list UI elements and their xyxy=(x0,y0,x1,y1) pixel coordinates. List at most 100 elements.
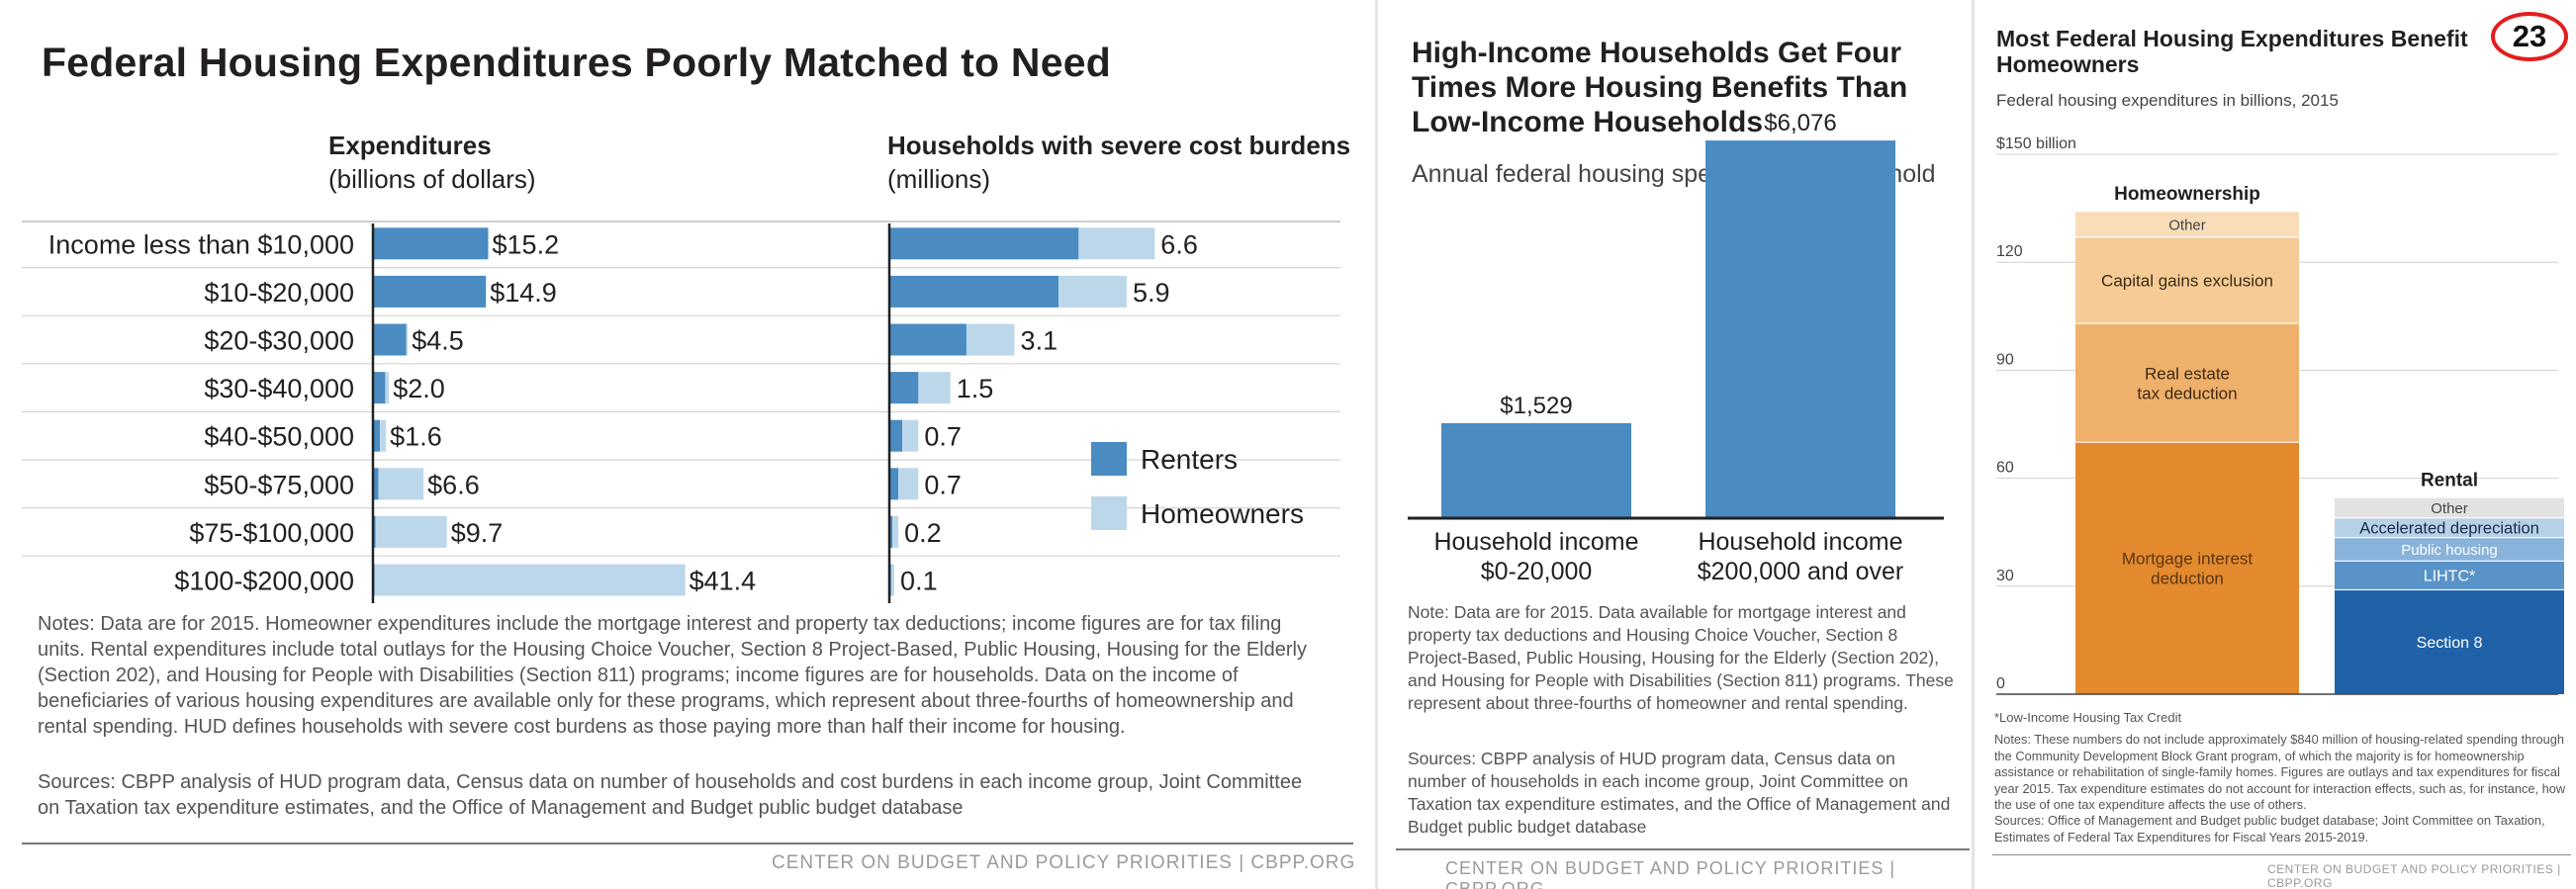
panel-expenditures-vs-need: Federal Housing Expenditures Poorly Matc… xyxy=(22,40,1356,873)
expenditures-subheader: (billions of dollars) xyxy=(328,164,536,194)
stack-segment xyxy=(2335,517,2564,538)
stack-segment xyxy=(2075,212,2299,237)
cost-burden-subheader: (millions) xyxy=(887,164,990,194)
panel2-notes: Note: Data are for 2015. Data available … xyxy=(1408,602,1954,713)
stack-segment xyxy=(2075,236,2299,324)
burden-homeowners-bar xyxy=(890,564,895,596)
income-group-label: Household income xyxy=(1433,528,1638,556)
income-group-label: $0-20,000 xyxy=(1481,558,1593,585)
expenditure-homeowners-bar xyxy=(385,372,390,404)
panel1-footer-rule xyxy=(22,843,1353,845)
expenditure-renters-bar xyxy=(374,227,489,260)
stack-segment xyxy=(2335,497,2564,518)
legend-renters-label: Renters xyxy=(1141,444,1238,475)
burden-renters-bar xyxy=(890,227,1079,260)
burden-value-label: 5.9 xyxy=(1133,278,1170,308)
legend-renters-swatch xyxy=(1091,442,1127,476)
stack-segment xyxy=(2075,323,2299,443)
legend-homeowners-swatch xyxy=(1091,496,1127,530)
y-tick-label: 90 xyxy=(1996,351,2014,368)
page-number-badge: 23 xyxy=(2491,12,2568,61)
expenditure-value-label: $2.0 xyxy=(393,374,445,403)
expenditure-value-label: $41.4 xyxy=(690,567,757,596)
income-category-label: $40-$50,000 xyxy=(204,422,354,452)
burden-value-label: 0.7 xyxy=(924,470,962,499)
income-category-label: $50-$75,000 xyxy=(204,470,354,499)
segment-label: deduction xyxy=(2151,570,2224,588)
expenditure-renters-bar xyxy=(374,323,407,356)
lihtc-footnote: *Low-Income Housing Tax Credit xyxy=(1994,710,2182,725)
legend-homeowners-label: Homeowners xyxy=(1141,498,1304,529)
panel3-footer: CENTER ON BUDGET AND POLICY PRIORITIES |… xyxy=(2267,862,2561,889)
stack-segment xyxy=(2335,589,2564,694)
expenditure-renters-bar xyxy=(374,564,375,596)
burden-value-label: 0.7 xyxy=(924,422,962,452)
stack-segment xyxy=(2075,442,2299,694)
burden-homeowners-bar xyxy=(918,372,951,404)
expenditure-renters-bar xyxy=(374,468,379,500)
panel1-sources: Sources: CBPP analysis of HUD program da… xyxy=(38,771,1303,819)
expenditures-bar-chart: Income less than $10,000 $15.2 6.6 $10-$20,… xyxy=(22,221,1340,603)
segment-label: tax deduction xyxy=(2137,384,2237,402)
income-category-label: $10-$20,000 xyxy=(204,278,354,308)
expenditure-value-label: $6.6 xyxy=(427,470,480,499)
y-tick-label: 60 xyxy=(1996,460,2014,477)
segment-label: Other xyxy=(2431,500,2468,517)
panel3-subtitle: Federal housing expenditures in billions… xyxy=(1996,91,2339,110)
segment-label: Accelerated depreciation xyxy=(2359,520,2539,538)
income-category-label: $100-$200,000 xyxy=(174,567,354,596)
expenditure-homeowners-bar xyxy=(374,564,686,596)
expenditure-renters-bar xyxy=(374,419,381,452)
burden-renters-bar xyxy=(890,372,919,404)
panel1-notes: Notes: Data are for 2015. Homeowner expe… xyxy=(38,613,1307,738)
burden-renters-bar xyxy=(890,419,903,452)
y-tick-label: $150 billion xyxy=(1996,135,2076,152)
per-household-value-label: $1,529 xyxy=(1500,393,1572,419)
homeowners-vs-rental-stacked-chart: 0 30 60 90 120 $150 billion Mortgage interestd… xyxy=(1996,135,2564,695)
burden-value-label: 0.1 xyxy=(900,567,938,596)
burden-value-label: 6.6 xyxy=(1160,229,1198,259)
segment-label: Other xyxy=(2168,217,2206,233)
expenditure-renters-bar xyxy=(374,275,487,308)
income-category-label: $75-$100,000 xyxy=(189,518,354,548)
per-household-value-label: $6,076 xyxy=(1764,110,1836,136)
panel3-footer-rule xyxy=(1992,854,2571,855)
burden-renters-bar xyxy=(890,275,1059,308)
segment-label: LIHTC* xyxy=(2424,569,2475,585)
burden-renters-bar xyxy=(890,323,966,356)
burden-value-label: 1.5 xyxy=(957,374,994,403)
panel2-footer: CENTER ON BUDGET AND POLICY PRIORITIES |… xyxy=(1445,858,1896,889)
panel3-sources: Sources: Office of Management and Budget… xyxy=(1994,813,2545,845)
segment-label: Public housing xyxy=(2401,542,2498,559)
segment-label: Mortgage interest xyxy=(2122,550,2254,569)
expenditure-value-label: $4.5 xyxy=(412,326,464,356)
panel2-sources: Sources: CBPP analysis of HUD program da… xyxy=(1408,749,1951,837)
burden-homeowners-bar xyxy=(1058,275,1127,308)
income-group-label: Household income xyxy=(1698,528,1902,556)
burden-homeowners-bar xyxy=(898,468,919,500)
stack-segment xyxy=(2335,537,2564,562)
panel2-title: High-Income Households Get Four Times Mo… xyxy=(1412,37,1908,138)
y-tick-label: 0 xyxy=(1996,675,2005,692)
burden-renters-bar xyxy=(890,564,891,596)
expenditure-renters-bar xyxy=(374,515,376,548)
y-tick-label: 120 xyxy=(1996,243,2023,260)
expenditures-header: Expenditures xyxy=(328,131,492,160)
expenditure-homeowners-bar xyxy=(380,419,387,452)
income-group-label: $200,000 and over xyxy=(1698,558,1904,585)
panel1-footer: CENTER ON BUDGET AND POLICY PRIORITIES |… xyxy=(772,852,1356,873)
y-tick-label: 30 xyxy=(1996,568,2014,584)
expenditure-value-label: $9.7 xyxy=(451,518,504,548)
expenditure-value-label: $1.6 xyxy=(390,422,442,452)
per-household-bar xyxy=(1441,422,1631,518)
income-category-label: $30-$40,000 xyxy=(204,374,354,403)
burden-homeowners-bar xyxy=(966,323,1015,356)
panel3-title: Most Federal Housing Expenditures Benefi… xyxy=(1996,26,2468,77)
expenditure-homeowners-bar xyxy=(375,515,447,548)
cost-burden-header: Households with severe cost burdens xyxy=(887,131,1351,160)
burden-homeowners-bar xyxy=(902,419,919,452)
income-category-label: $20-$30,000 xyxy=(204,326,354,356)
burden-homeowners-bar xyxy=(892,515,899,548)
stack-segment xyxy=(2335,561,2564,590)
